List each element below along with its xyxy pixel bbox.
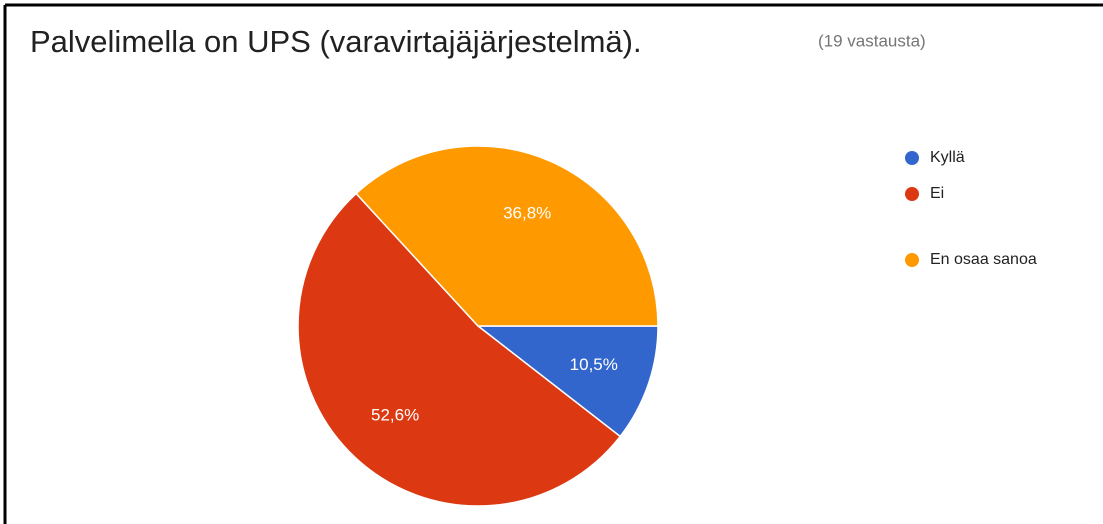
legend-marker: [905, 253, 919, 267]
legend-marker: [905, 187, 919, 201]
data-label: 36,8%: [503, 203, 551, 222]
pie-slice: [475, 325, 659, 438]
legend-marker: [905, 151, 919, 165]
chart-subtitle: (19 vastausta): [818, 31, 926, 50]
chart-title: Palvelimella on UPS (varavirtajäjärjeste…: [30, 24, 642, 59]
legend-label: Ei: [930, 185, 944, 202]
legend-label: En osaa sanoa: [930, 251, 1037, 268]
pie-slice: [355, 145, 659, 327]
pie-slice: [297, 192, 622, 507]
legend-label: Kyllä: [930, 149, 965, 166]
data-label: 52,6%: [371, 406, 419, 425]
data-label: 10,5%: [570, 355, 618, 374]
